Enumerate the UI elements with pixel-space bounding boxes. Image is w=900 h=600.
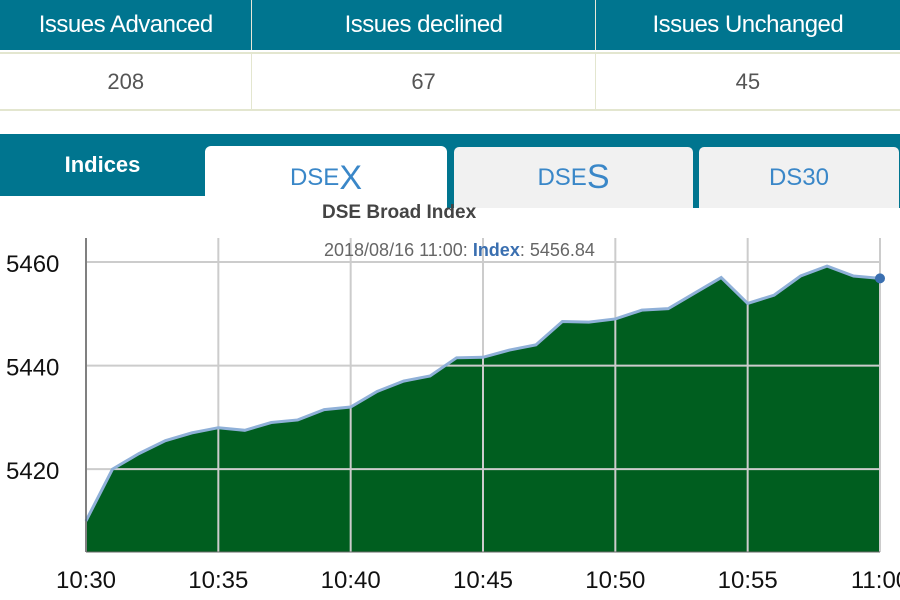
- tab-bar-divider: [0, 196, 205, 208]
- header-issues-advanced: Issues Advanced: [0, 0, 253, 50]
- tooltip-value: 5456.84: [529, 240, 595, 260]
- tab-ds30-label: DS30: [768, 163, 830, 191]
- x-tick-label: 10:50: [585, 567, 645, 594]
- x-tick-label: 10:35: [188, 567, 248, 594]
- stats-header-row: Issues Advanced Issues declined Issues U…: [0, 0, 900, 50]
- x-tick-label: 10:40: [321, 567, 381, 594]
- x-tick-label: 10:55: [718, 567, 778, 594]
- tab-ds30[interactable]: DS30: [698, 146, 900, 208]
- chart-title: DSE Broad Index: [322, 202, 477, 223]
- tab-dses-prefix: DSE: [537, 163, 587, 191]
- tab-dsex-suffix: X: [339, 158, 363, 197]
- tab-dsex[interactable]: DSE X: [205, 146, 447, 210]
- hover-point: [875, 273, 885, 284]
- header-issues-unchanged: Issues Unchanged: [652, 11, 844, 38]
- market-stats-table: Issues Advanced Issues declined Issues U…: [0, 0, 900, 111]
- chart-tooltip: 2018/08/16 11:00: Index: 5456.84: [324, 240, 595, 260]
- tooltip-key: Index: [472, 240, 520, 260]
- header-issues-declined: Issues declined: [252, 0, 596, 50]
- indices-label: Indices: [64, 152, 141, 177]
- y-tick-label: 5420: [6, 458, 59, 485]
- stats-value-row: 208 67 45: [0, 52, 900, 111]
- tab-dsex-prefix: DSE: [289, 164, 340, 191]
- tab-dses-suffix: S: [586, 158, 610, 196]
- y-tick-label: 5460: [6, 251, 59, 278]
- tab-dses[interactable]: DSE S: [453, 146, 694, 208]
- x-tick-label: 10:30: [56, 567, 116, 594]
- x-tick-label: 10:45: [453, 567, 513, 594]
- value-issues-advanced: 208: [0, 54, 253, 109]
- series-line: [84, 264, 881, 522]
- y-tick-label: 5440: [6, 355, 59, 382]
- value-issues-unchanged: 45: [735, 68, 761, 94]
- value-issues-declined: 67: [252, 54, 596, 109]
- x-tick-label: 11:00: [851, 567, 900, 594]
- tooltip-datetime: 2018/08/16 11:00: [324, 240, 463, 260]
